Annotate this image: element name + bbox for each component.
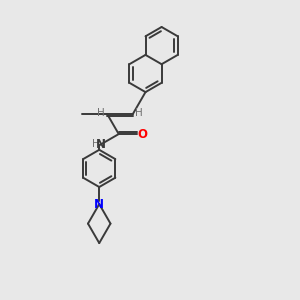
Text: H: H [92,139,100,149]
Text: N: N [94,198,104,211]
Text: O: O [138,128,148,141]
Text: H: H [136,108,143,118]
Text: N: N [96,138,106,151]
Text: H: H [97,108,104,118]
